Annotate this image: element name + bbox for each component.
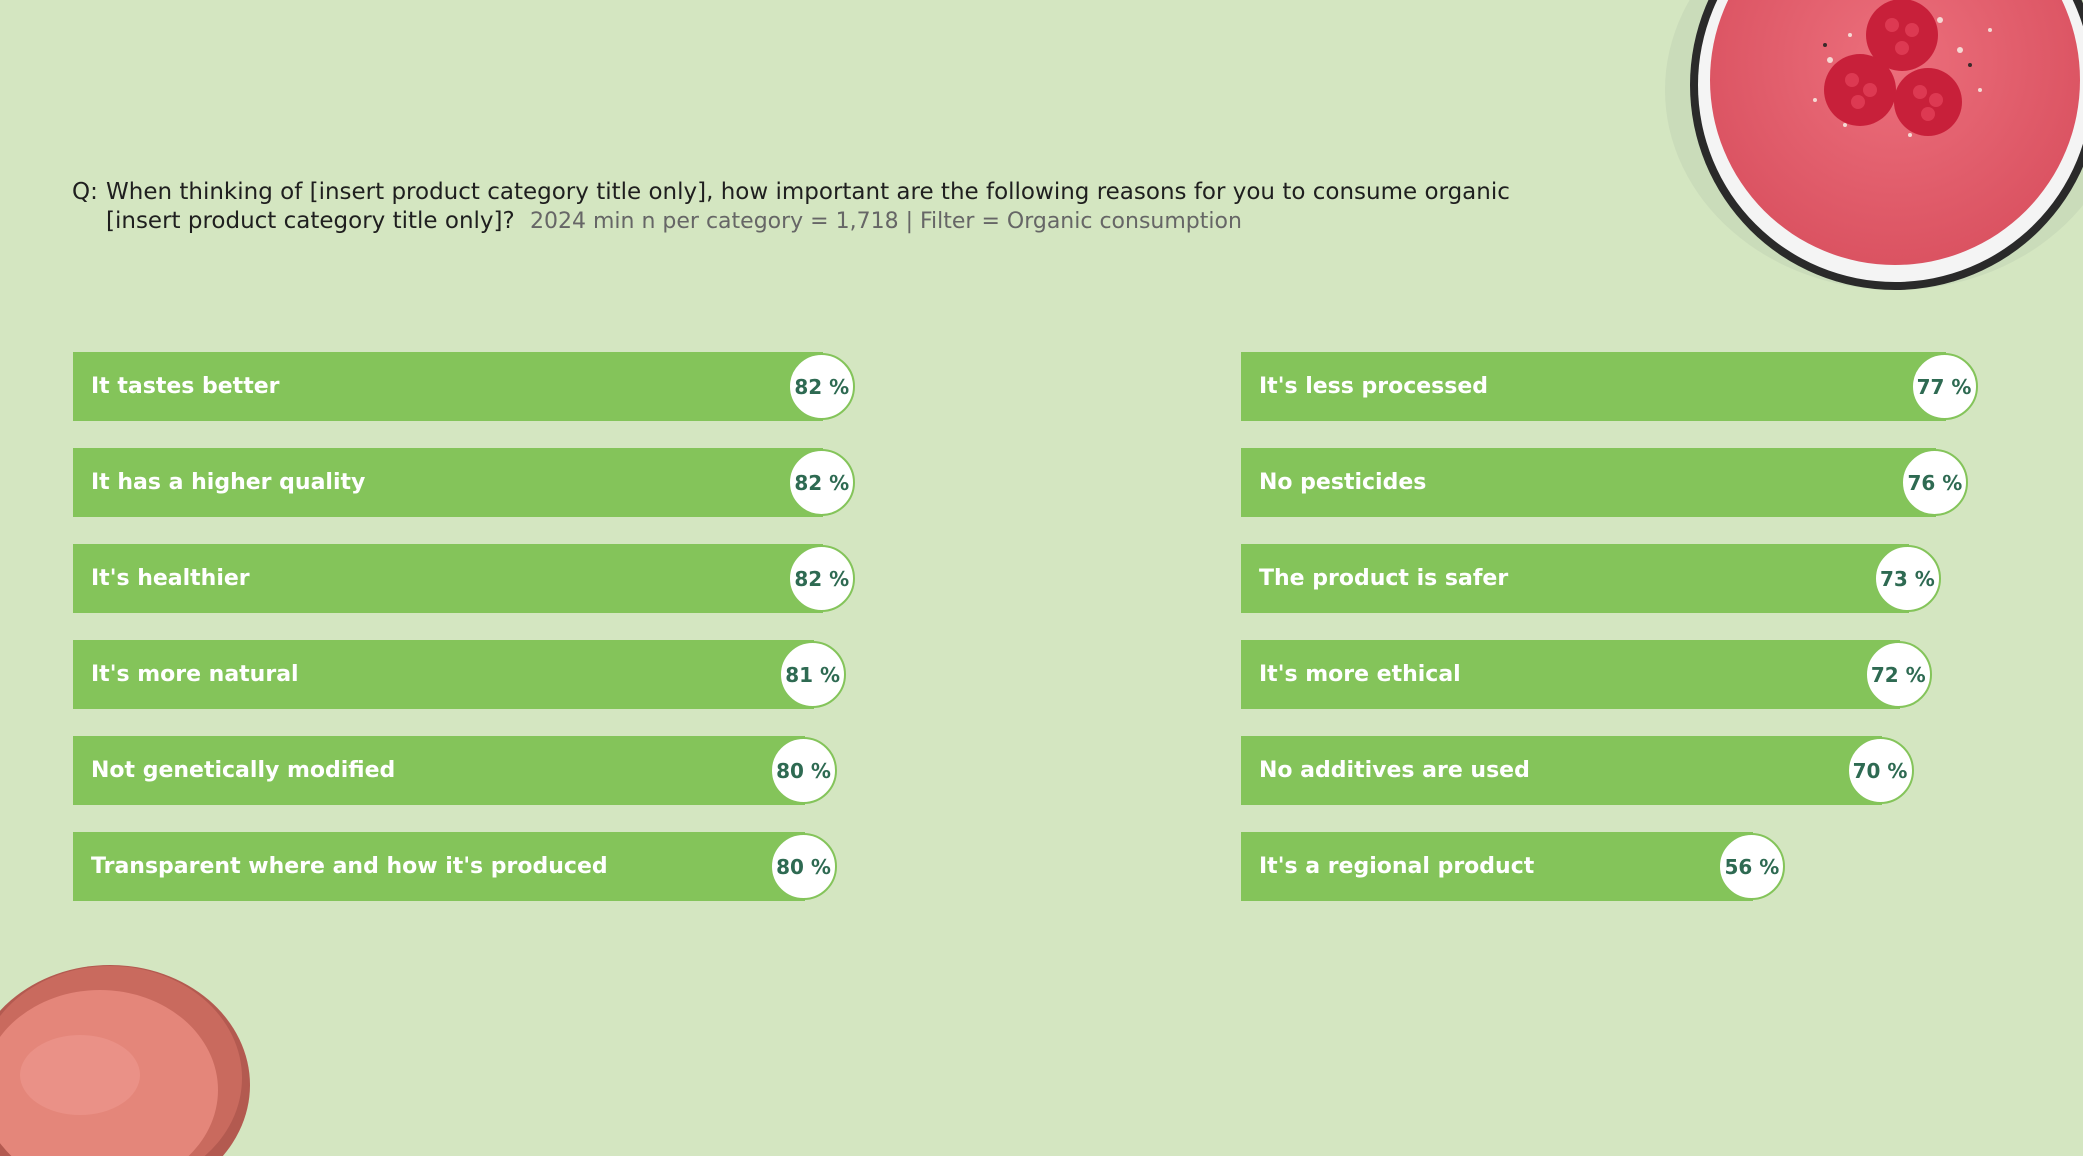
bar: [73, 544, 824, 613]
bar: [73, 640, 815, 709]
bar-label: The product is safer: [1259, 566, 1509, 591]
value-badge: 80 %: [770, 737, 837, 804]
bar: [1241, 736, 1882, 805]
value-badge: 82 %: [788, 449, 856, 516]
bar: [73, 832, 805, 901]
bar: [1241, 544, 1909, 613]
question-body: When thinking of [insert product categor…: [106, 178, 1572, 236]
bar-label: It's more natural: [91, 662, 299, 687]
bar-label: It has a higher quality: [91, 470, 366, 495]
bar: [1241, 352, 1946, 421]
bar: [1241, 448, 1937, 517]
value-badge: 81 %: [779, 641, 847, 708]
question-line-2: [insert product category title only]?: [106, 208, 515, 234]
value-badge: 82 %: [788, 353, 856, 420]
bar-label: It's less processed: [1259, 374, 1489, 399]
question-prefix: Q:: [72, 179, 98, 205]
question-line-1: When thinking of [insert product categor…: [106, 179, 1510, 205]
value-badge: 77 %: [1910, 353, 1978, 420]
value-badge: 80 %: [770, 833, 837, 900]
bar-label: No additives are used: [1259, 758, 1530, 783]
value-badge: 82 %: [788, 545, 856, 612]
bar: [1241, 640, 1900, 709]
bar-label: Not genetically modified: [91, 758, 396, 783]
bar-label: It's more ethical: [1259, 662, 1461, 687]
question-meta: 2024 min n per category = 1,718 | Filter…: [530, 209, 1242, 234]
value-badge: 72 %: [1864, 641, 1932, 708]
value-badge: 56 %: [1718, 833, 1786, 900]
bar-label: It's healthier: [91, 566, 250, 591]
question-text: Q: When thinking of [insert product cate…: [72, 178, 1572, 236]
value-badge: 70 %: [1846, 737, 1914, 804]
bar: [73, 736, 805, 805]
bar: [73, 448, 824, 517]
bar-label: No pesticides: [1259, 470, 1427, 495]
bar-label: Transparent where and how it's produced: [91, 854, 608, 879]
value-badge: 76 %: [1901, 449, 1969, 516]
macaron-image: [0, 965, 250, 1156]
bar: [1241, 832, 1754, 901]
bar-label: It's a regional product: [1259, 854, 1535, 879]
smoothie-bowl-image: [1665, 0, 2083, 290]
bar-label: It tastes better: [91, 374, 280, 399]
value-badge: 73 %: [1873, 545, 1941, 612]
bar: [73, 352, 824, 421]
